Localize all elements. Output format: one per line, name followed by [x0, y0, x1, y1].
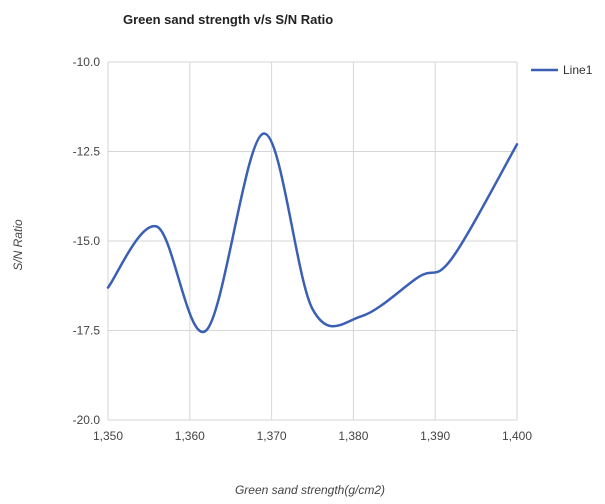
gridlines: [107, 61, 518, 421]
legend: Line1: [531, 63, 593, 77]
y-axis-label: S/N Ratio: [11, 219, 25, 271]
x-tick-label: 1,390: [420, 429, 450, 443]
x-tick-label: 1,350: [93, 429, 123, 443]
y-tick-label: -10.0: [73, 55, 101, 69]
y-tick-label: -12.5: [73, 145, 101, 159]
x-tick-label: 1,370: [257, 429, 287, 443]
x-tick-label: 1,380: [338, 429, 368, 443]
x-axis-label: Green sand strength(g/cm2): [235, 483, 385, 497]
chart-title: Green sand strength v/s S/N Ratio: [123, 12, 333, 27]
y-tick-label: -15.0: [73, 234, 101, 248]
x-tick-label: 1,400: [502, 429, 532, 443]
y-tick-label: -17.5: [73, 324, 101, 338]
series-line-line1: [106, 132, 519, 334]
legend-label: Line1: [563, 63, 593, 77]
x-tick-label: 1,360: [175, 429, 205, 443]
x-axis-ticks: 1,350 1,360 1,370 1,380 1,390 1,400: [93, 429, 532, 443]
y-tick-label: -20.0: [73, 413, 101, 427]
y-axis-ticks: -10.0 -12.5 -15.0 -17.5 -20.0: [73, 55, 101, 427]
series-layer: [106, 132, 519, 334]
